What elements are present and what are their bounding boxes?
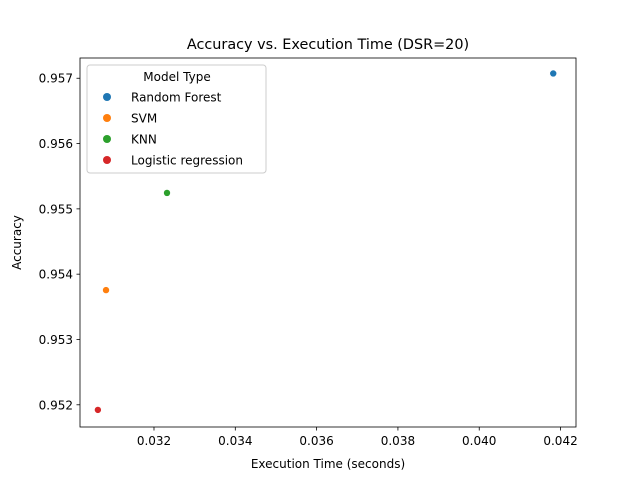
y-tick-label: 0.954	[39, 268, 73, 282]
x-tick-label: 0.034	[218, 434, 252, 448]
data-point	[102, 286, 110, 294]
legend-label: KNN	[131, 133, 157, 147]
legend-label: SVM	[131, 112, 157, 126]
legend-box	[86, 64, 267, 174]
y-tick-label: 0.956	[39, 137, 73, 151]
y-axis: 0.952 0.953 0.954 0.955 0.956 0.957	[39, 72, 80, 412]
data-points	[94, 69, 558, 414]
legend-label: Logistic regression	[131, 154, 243, 168]
y-tick-label: 0.952	[39, 398, 73, 412]
plot-area	[79, 57, 577, 428]
y-tick-label: 0.957	[39, 72, 73, 86]
x-tick-label: 0.040	[462, 434, 496, 448]
y-tick-label: 0.953	[39, 333, 73, 347]
data-point	[94, 406, 102, 414]
chart-title: Accuracy vs. Execution Time (DSR=20)	[187, 37, 469, 53]
x-tick-label: 0.042	[543, 434, 577, 448]
data-point	[549, 69, 558, 78]
legend-marker	[103, 135, 111, 143]
x-tick-label: 0.032	[137, 434, 171, 448]
y-axis-label: Accuracy	[10, 215, 24, 270]
legend-label: Random Forest	[131, 91, 222, 105]
data-point	[163, 189, 171, 197]
legend-title: Model Type	[143, 70, 210, 84]
x-tick-label: 0.038	[381, 434, 415, 448]
legend-items: Random Forest SVM KNN Logistic regression	[103, 91, 243, 168]
legend-marker	[103, 114, 111, 122]
legend: Model Type Random Forest SVM KNN Logistic r…	[86, 64, 267, 174]
y-tick-label: 0.955	[39, 202, 73, 216]
legend-marker	[103, 93, 111, 101]
legend-marker	[103, 156, 111, 164]
x-tick-label: 0.036	[299, 434, 333, 448]
x-axis-label: Execution Time (seconds)	[251, 457, 405, 471]
x-axis: 0.032 0.034 0.036 0.038 0.040 0.042	[137, 427, 578, 448]
